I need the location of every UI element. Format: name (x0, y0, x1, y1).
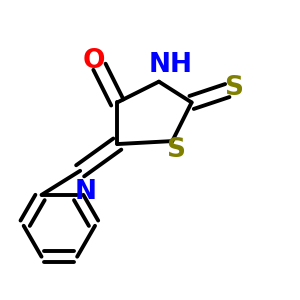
Text: S: S (166, 137, 185, 163)
Text: NH: NH (149, 52, 193, 78)
Text: O: O (82, 48, 105, 74)
Text: S: S (224, 75, 243, 101)
Text: N: N (75, 179, 97, 205)
